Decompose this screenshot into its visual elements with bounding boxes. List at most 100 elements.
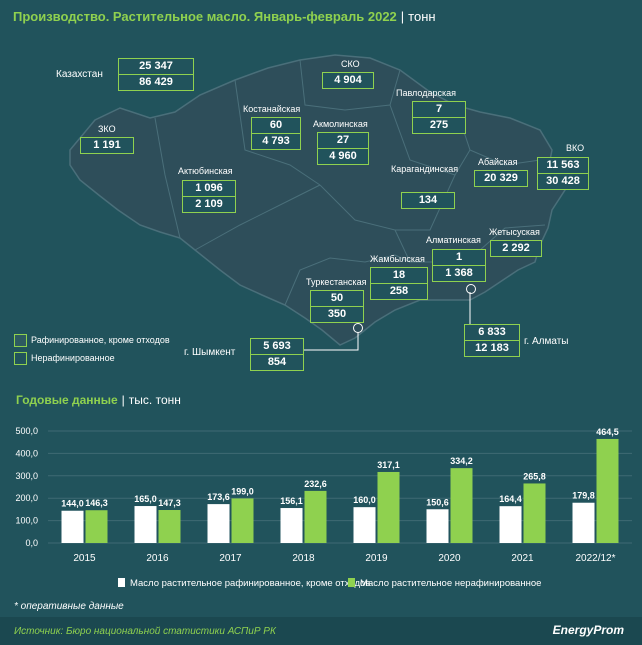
bar-refined xyxy=(207,504,230,543)
y-tick-label: 100,0 xyxy=(15,516,38,526)
data-label: 147,3 xyxy=(158,498,181,508)
x-tick-label: 2018 xyxy=(292,553,315,564)
legend-refined-label: Рафинированное, кроме отходов xyxy=(31,335,170,345)
value-refined: 7 xyxy=(435,103,443,115)
x-tick-label: 2016 xyxy=(146,553,169,564)
region-box-almaty-city: 6 833 12 183 xyxy=(464,324,520,357)
bar-unrefined xyxy=(450,468,473,543)
title-separator: | xyxy=(400,9,405,24)
region-label-zhambyl: Жамбылская xyxy=(370,254,425,264)
region-label-karaganda: Карагандинская xyxy=(391,164,459,174)
region-box-pavlodar: 7 275 xyxy=(412,101,466,134)
region-box-shymkent: 5 693 854 xyxy=(250,338,304,371)
value-refined: 25 347 xyxy=(139,60,173,72)
value-refined: 60 xyxy=(269,119,283,131)
x-tick-label: 2022/12* xyxy=(575,553,615,564)
bar-unrefined xyxy=(85,510,108,543)
legend-swatch xyxy=(348,578,355,587)
legend-unrefined-swatch xyxy=(14,352,27,365)
region-box-akmola: 27 4 960 xyxy=(317,132,369,165)
value-refined: 50 xyxy=(330,292,344,304)
bar-refined xyxy=(426,509,449,543)
x-tick-label: 2017 xyxy=(219,553,242,564)
brand-logo: EnergyProm xyxy=(552,623,624,637)
source-text: Источник: Бюро национальной статистики А… xyxy=(14,626,276,637)
legend-label: Масло растительное рафинированное, кроме… xyxy=(130,578,370,589)
region-box-turkestan: 50 350 xyxy=(310,290,364,323)
data-label: 464,5 xyxy=(596,427,619,437)
data-label: 199,0 xyxy=(231,486,254,496)
value-unrefined: 2 109 xyxy=(183,196,235,212)
data-label: 156,1 xyxy=(280,496,303,506)
bar-unrefined xyxy=(377,471,400,543)
y-tick-label: 200,0 xyxy=(15,493,38,503)
shymkent-leader xyxy=(302,292,471,351)
region-label-abay: Абайская xyxy=(478,157,518,167)
region-label-kazakhstan: Казахстан xyxy=(56,69,103,80)
value-unrefined: 4 793 xyxy=(252,133,300,149)
region-box-kostanay: 60 4 793 xyxy=(251,117,301,150)
bar-unrefined xyxy=(158,510,181,543)
data-label: 146,3 xyxy=(85,498,108,508)
region-label-aktobe: Актюбинская xyxy=(178,166,233,176)
value-unrefined: 1 368 xyxy=(433,265,485,281)
region-box-karaganda: 134 xyxy=(401,192,455,209)
bar-refined xyxy=(572,502,595,543)
bar-unrefined xyxy=(523,483,546,543)
region-box-aktobe: 1 096 2 109 xyxy=(182,180,236,213)
region-box-almaty-region: 1 1 368 xyxy=(432,249,486,282)
region-label-zko: ЗКО xyxy=(98,124,116,134)
legend-unrefined-label: Нерафинированное xyxy=(31,353,115,363)
y-tick-label: 400,0 xyxy=(15,448,38,458)
region-label-sko: СКО xyxy=(341,59,360,69)
value-refined: 11 563 xyxy=(546,159,580,171)
value-refined: 1 xyxy=(455,251,463,263)
data-label: 164,4 xyxy=(499,494,522,504)
x-tick-label: 2015 xyxy=(73,553,96,564)
title-unit: тонн xyxy=(408,9,436,24)
value-unrefined: 12 183 xyxy=(465,340,519,356)
region-label-pavlodar: Павлодарская xyxy=(396,88,456,98)
data-label: 265,8 xyxy=(523,471,546,481)
region-borders xyxy=(154,59,546,306)
bar-refined xyxy=(134,506,157,543)
value-unrefined: 350 xyxy=(311,306,363,322)
value-unrefined: 258 xyxy=(371,283,427,299)
y-tick-label: 300,0 xyxy=(15,471,38,481)
data-label: 317,1 xyxy=(377,460,400,470)
data-label: 179,8 xyxy=(572,491,595,501)
bar-unrefined xyxy=(231,498,254,543)
region-box-sko: 4 904 xyxy=(322,72,374,89)
value-unrefined: 20 329 xyxy=(484,172,518,184)
annual-bar-chart: 0,0 100,0 200,0 300,0 400,0 500,0 144,0 146,3 20… xyxy=(15,426,632,589)
value-refined: 6 833 xyxy=(478,326,506,338)
region-box-zko: 1 191 xyxy=(80,137,134,154)
data-label: 165,0 xyxy=(134,494,157,504)
value-unrefined: 4 904 xyxy=(334,74,362,86)
data-label: 144,0 xyxy=(61,499,84,509)
x-tick-label: 2021 xyxy=(511,553,534,564)
y-tick-label: 500,0 xyxy=(15,426,38,436)
value-unrefined: 854 xyxy=(251,354,303,370)
title-text: Производство. Растительное масло. Январь… xyxy=(13,9,397,24)
x-tick-label: 2020 xyxy=(438,553,461,564)
legend-refined-swatch xyxy=(14,334,27,347)
legend-swatch xyxy=(118,578,125,587)
bar-refined xyxy=(353,507,376,543)
annual-section-title: Годовые данные | тыс. тонн xyxy=(16,393,181,407)
bar-refined xyxy=(280,508,303,543)
bar-unrefined xyxy=(596,438,619,543)
data-label: 150,6 xyxy=(426,497,449,507)
bar-unrefined xyxy=(304,490,327,543)
region-box-kazakhstan: 25 347 86 429 xyxy=(118,58,194,91)
region-box-vko: 11 563 30 428 xyxy=(537,157,589,190)
city-marker-almaty xyxy=(466,284,476,294)
region-label-almaty-region: Алматинская xyxy=(426,235,481,245)
region-box-abay: 20 329 xyxy=(474,170,528,187)
footer: Источник: Бюро национальной статистики А… xyxy=(0,617,642,645)
value-unrefined: 134 xyxy=(418,194,438,206)
annual-title-separator: | xyxy=(121,393,125,407)
annual-unit: тыс. тонн xyxy=(128,393,181,407)
value-unrefined: 2 292 xyxy=(502,242,530,254)
